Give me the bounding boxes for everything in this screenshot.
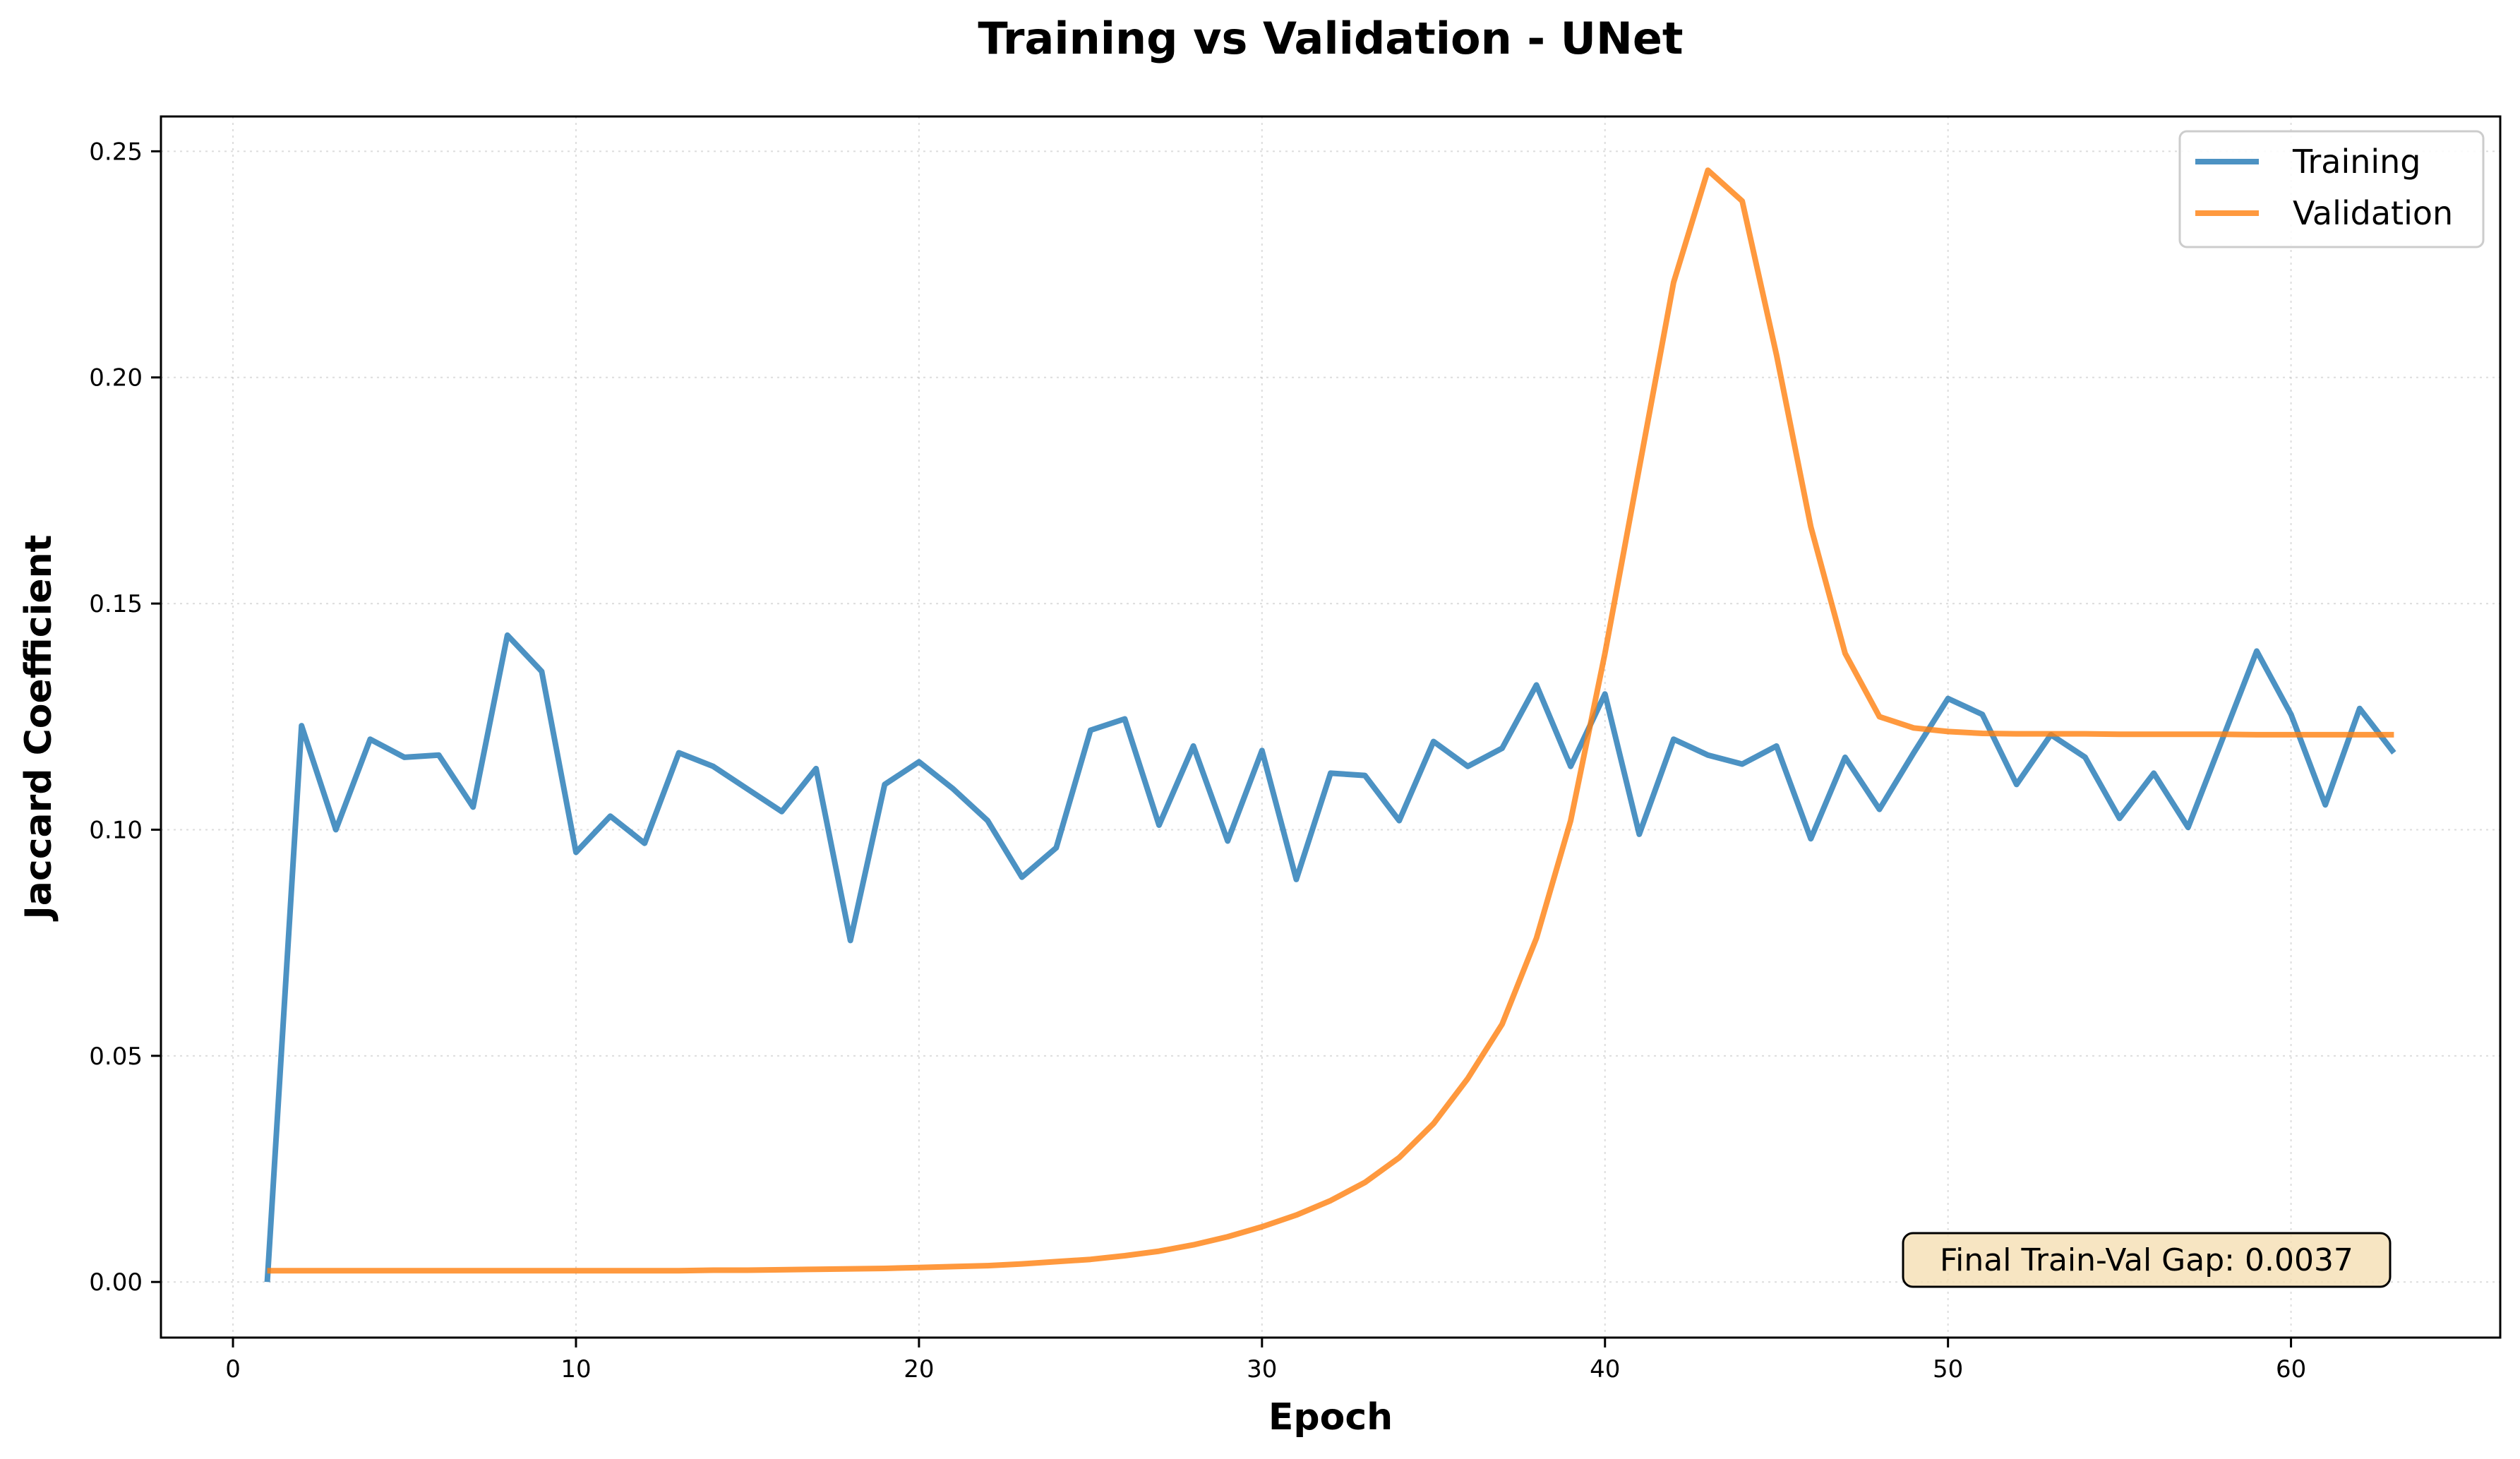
series-line-validation <box>267 167 2394 1274</box>
y-tick-label: 0.20 <box>89 364 143 392</box>
x-axis-ticks: 0 10 20 30 40 50 60 <box>225 1338 2306 1383</box>
y-tick-label: 0.25 <box>89 138 143 166</box>
series-lines <box>264 167 2396 1283</box>
x-tick-label: 40 <box>1590 1355 1620 1383</box>
y-axis-label: Jaccard Coefficient <box>18 534 60 921</box>
plot-frame <box>160 115 2502 1339</box>
x-tick-label: 60 <box>2276 1355 2306 1383</box>
legend: Training Validation <box>2178 130 2485 248</box>
chart-title: Training vs Validation - UNet <box>978 13 1683 64</box>
legend-label-validation: Validation <box>2293 194 2453 232</box>
x-tick-label: 20 <box>904 1355 934 1383</box>
y-tick-label: 0.00 <box>89 1268 143 1297</box>
x-tick-label: 0 <box>225 1355 241 1383</box>
y-axis-ticks: 0.00 0.05 0.10 0.15 0.20 0.25 <box>89 138 161 1297</box>
y-tick-label: 0.10 <box>89 816 143 844</box>
gap-annotation-text: Final Train-Val Gap: 0.0037 <box>1940 1242 2353 1278</box>
x-tick-label: 50 <box>1933 1355 1963 1383</box>
gap-annotation-box <box>1902 1232 2392 1288</box>
grid <box>161 116 2500 1338</box>
x-axis-label: Epoch <box>1268 1396 1393 1439</box>
legend-label-training: Training <box>2292 143 2421 181</box>
x-tick-label: 10 <box>560 1355 591 1383</box>
series-line-training <box>264 632 2396 1283</box>
y-tick-label: 0.15 <box>89 590 143 618</box>
y-tick-label: 0.05 <box>89 1043 143 1071</box>
x-tick-label: 30 <box>1247 1355 1277 1383</box>
gap-annotation: Final Train-Val Gap: 0.0037 <box>1902 1232 2392 1288</box>
